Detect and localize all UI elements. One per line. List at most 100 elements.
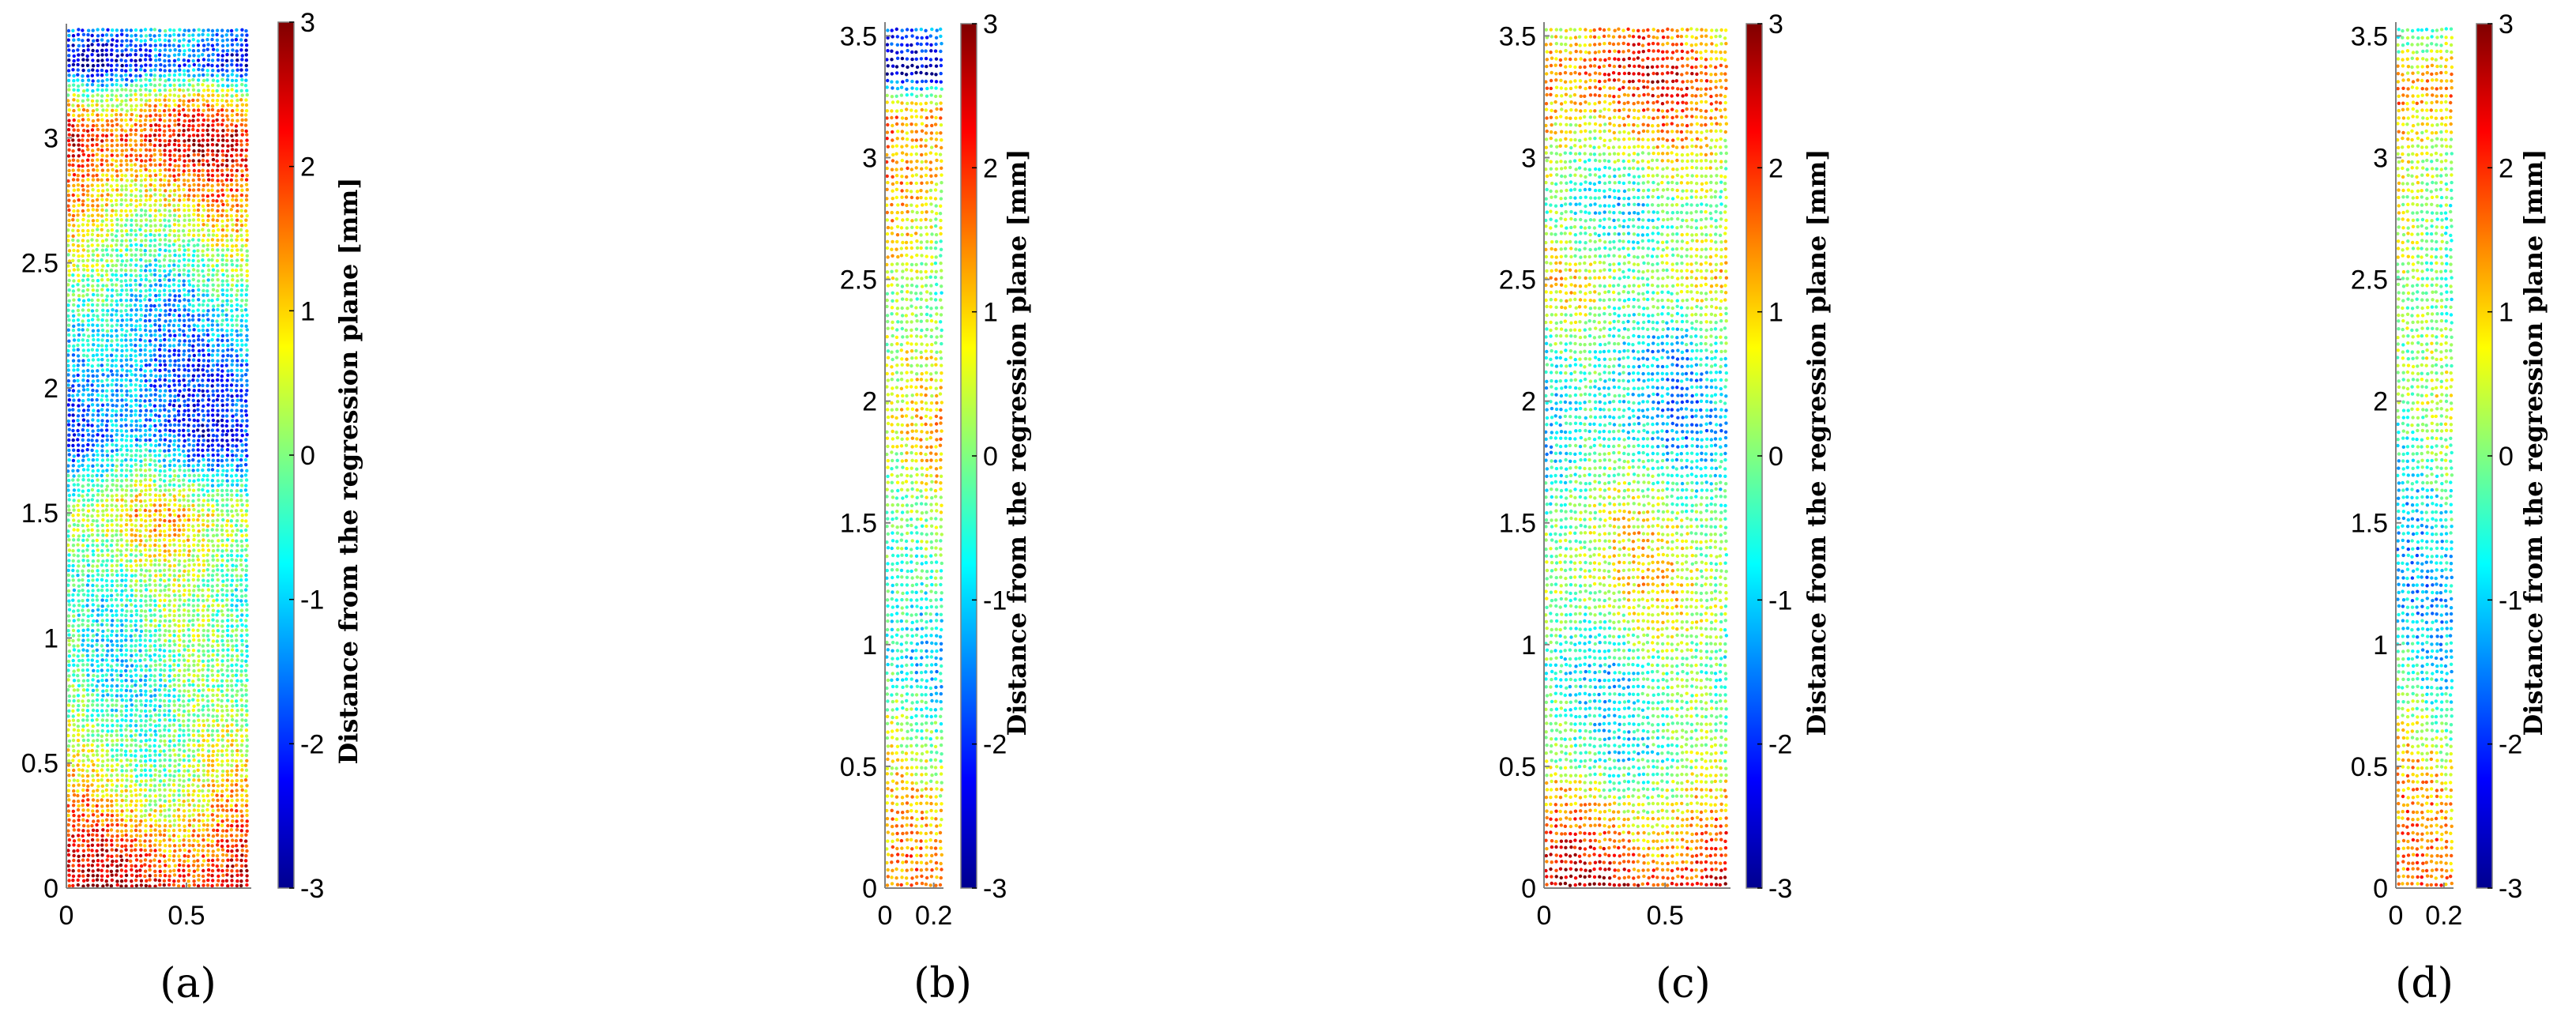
scatter-point [96, 384, 100, 388]
scatter-point [96, 329, 100, 333]
scatter-point [181, 653, 186, 658]
scatter-point [109, 598, 114, 602]
scatter-point [66, 179, 70, 183]
scatter-point [66, 194, 71, 198]
scatter-point [81, 779, 85, 783]
scatter-point [66, 793, 70, 798]
scatter-point [96, 573, 100, 577]
scatter-point [201, 759, 206, 762]
scatter-point [182, 333, 186, 337]
scatter-point [104, 413, 109, 417]
scatter-point [168, 744, 171, 748]
scatter-point [192, 368, 197, 372]
scatter-point [110, 854, 114, 859]
scatter-point [196, 859, 200, 863]
scatter-point [67, 448, 71, 453]
scatter-point [129, 318, 133, 322]
scatter-point [183, 769, 186, 773]
scatter-point [76, 308, 81, 313]
scatter-point [186, 583, 191, 587]
scatter-point [95, 288, 100, 292]
scatter-point [197, 67, 201, 72]
scatter-point [163, 808, 167, 812]
scatter-point [192, 439, 196, 442]
scatter-point [77, 459, 81, 463]
scatter-point [192, 848, 197, 852]
scatter-point [86, 733, 90, 737]
scatter-point [172, 523, 176, 527]
scatter-point [100, 874, 104, 878]
scatter-point [72, 824, 76, 828]
scatter-point [91, 292, 96, 297]
scatter-point [110, 838, 114, 843]
scatter-point [81, 838, 86, 843]
scatter-point [191, 513, 196, 518]
scatter-point [67, 33, 71, 38]
scatter-point [139, 604, 143, 608]
scatter-point [81, 369, 85, 373]
scatter-point [182, 58, 186, 62]
scatter-point [144, 308, 149, 312]
scatter-point [153, 454, 157, 457]
scatter-point [148, 98, 152, 103]
scatter-point [144, 198, 149, 202]
scatter-point [110, 783, 115, 787]
scatter-point [124, 804, 129, 808]
scatter-point [143, 858, 148, 862]
scatter-point [130, 574, 134, 578]
scatter-point [105, 568, 109, 573]
scatter-point [182, 613, 186, 617]
scatter-point [197, 424, 201, 427]
scatter-point [66, 228, 70, 232]
scatter-point [91, 804, 95, 808]
scatter-point [153, 688, 157, 692]
scatter-point [66, 849, 70, 853]
scatter-point [167, 883, 171, 887]
scatter-point [85, 634, 90, 638]
scatter-point [81, 223, 85, 227]
scatter-point [115, 277, 119, 282]
scatter-point [95, 519, 99, 523]
scatter-point [72, 108, 76, 113]
scatter-point [134, 728, 138, 732]
scatter-point [77, 559, 81, 563]
scatter-point [173, 513, 177, 517]
scatter-point [100, 223, 104, 227]
scatter-point [86, 104, 91, 107]
scatter-point [139, 208, 144, 213]
scatter-point [187, 183, 191, 188]
scatter-point [153, 729, 157, 733]
scatter-point [201, 533, 205, 537]
scatter-point [191, 77, 195, 82]
scatter-point [183, 814, 186, 819]
scatter-point [144, 739, 149, 743]
scatter-point [201, 747, 205, 752]
scatter-point [91, 833, 95, 837]
scatter-point [149, 473, 153, 478]
scatter-point [144, 539, 149, 543]
scatter-point [114, 213, 119, 217]
scatter-point [187, 48, 191, 52]
scatter-point [163, 343, 167, 348]
scatter-point [86, 254, 91, 258]
scatter-point [119, 429, 123, 433]
scatter-point [163, 753, 167, 757]
scatter-point [72, 248, 76, 253]
scatter-point [67, 269, 71, 273]
scatter-point [111, 238, 115, 243]
scatter-point [110, 789, 114, 792]
scatter-point [81, 653, 85, 657]
scatter-point [134, 308, 139, 312]
scatter-point [100, 214, 104, 218]
scatter-point [110, 878, 114, 883]
scatter-point [110, 133, 114, 137]
scatter-point [158, 157, 162, 162]
scatter-point [182, 187, 186, 192]
scatter-point [134, 403, 138, 407]
scatter-point [143, 563, 147, 567]
scatter-point [196, 208, 201, 213]
scatter-point [119, 813, 124, 817]
scatter-point [177, 634, 181, 638]
scatter-point [143, 127, 147, 132]
scatter-point [197, 668, 201, 672]
